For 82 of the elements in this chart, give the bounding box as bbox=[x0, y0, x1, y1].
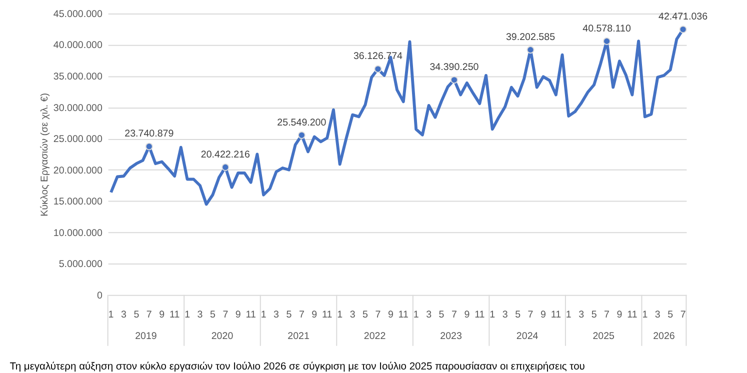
x-tick-label: 3 bbox=[350, 309, 356, 320]
x-tick-label: 3 bbox=[502, 309, 508, 320]
data-label: 40.578.110 bbox=[582, 23, 632, 34]
x-tick-label: 7 bbox=[604, 309, 610, 320]
x-tick-label: 7 bbox=[375, 309, 381, 320]
y-axis-title: Κύκλος Εργασιών (σε χιλ. €) bbox=[39, 93, 50, 216]
x-tick-label: 1 bbox=[642, 309, 648, 320]
x-tick-label: 11 bbox=[322, 309, 332, 320]
x-tick-label: 5 bbox=[438, 309, 445, 320]
x-tick-label: 1 bbox=[337, 309, 343, 320]
x-tick-label: 3 bbox=[578, 309, 585, 320]
x-tick-label: 5 bbox=[210, 309, 216, 320]
x-tick-label: 5 bbox=[134, 309, 140, 320]
x-tick-label: 3 bbox=[654, 309, 661, 320]
x-tick-label: 5 bbox=[286, 309, 292, 320]
text: Τη μεγαλύτερη αύξηση στον κύκλο εργασιών τον Ιούλιο 2026 σε σύγκριση με τον Ιούλιο 2025 παρουσίασαν οι επιχειρήσεις του bbox=[10, 361, 586, 372]
x-tick-label: 1 bbox=[490, 309, 496, 320]
x-tick-label: 11 bbox=[398, 309, 408, 320]
data-label: 39.202.585 bbox=[506, 32, 556, 43]
x-tick-label: 9 bbox=[464, 309, 470, 320]
x-tick-label: 5 bbox=[515, 309, 522, 320]
x-tick-label: 1 bbox=[184, 309, 190, 320]
x-tick-label: 3 bbox=[197, 309, 204, 320]
x-tick-label: 7 bbox=[528, 309, 534, 320]
point bbox=[222, 163, 230, 171]
x-tick-label: 7 bbox=[452, 309, 457, 320]
text: 2024 bbox=[516, 331, 539, 342]
y-tick-label: 25.000.000 bbox=[53, 134, 103, 146]
x-tick-label: 1 bbox=[413, 309, 419, 320]
x-tick-label: 1 bbox=[260, 309, 266, 320]
y-tick-label: 15.000.000 bbox=[53, 196, 103, 208]
x-tick-label: 3 bbox=[274, 309, 280, 320]
text: 2020 bbox=[211, 331, 234, 342]
x-tick-label: 1 bbox=[108, 309, 114, 320]
x-tick-label: 11 bbox=[627, 309, 638, 320]
point bbox=[450, 76, 458, 84]
x-tick-label: 9 bbox=[312, 309, 318, 320]
data-label: 36.126.774 bbox=[353, 51, 404, 62]
text: 2021 bbox=[288, 331, 310, 342]
x-tick-label: 11 bbox=[550, 309, 562, 320]
x-tick-label: 9 bbox=[616, 309, 622, 320]
point bbox=[374, 65, 382, 73]
data-label: 42.471.036 bbox=[658, 12, 708, 23]
x-tick-label: 9 bbox=[388, 309, 394, 320]
point bbox=[679, 26, 687, 34]
y-tick-label: 20.000.000 bbox=[53, 165, 103, 176]
point bbox=[145, 142, 153, 150]
point bbox=[526, 46, 534, 54]
y-tick-label: 45.000.000 bbox=[53, 8, 103, 20]
x-tick-label: 9 bbox=[159, 309, 165, 320]
x-tick-label: 3 bbox=[426, 309, 432, 320]
x-tick-label: 7 bbox=[222, 309, 228, 320]
text: 2019 bbox=[135, 331, 157, 342]
text: 2022 bbox=[364, 331, 386, 342]
y-tick-label: 0 bbox=[96, 290, 103, 302]
data-label: 23.740.879 bbox=[124, 128, 174, 140]
x-tick-label: 7 bbox=[298, 309, 304, 320]
point bbox=[298, 131, 306, 139]
x-tick-label: 11 bbox=[246, 309, 256, 320]
x-tick-label: 5 bbox=[668, 309, 674, 320]
text: 2025 bbox=[592, 331, 616, 342]
x-tick-label: 9 bbox=[235, 309, 241, 320]
y-tick-label: 40.000.000 bbox=[53, 40, 103, 52]
y-tick-label: 30.000.000 bbox=[53, 102, 103, 114]
data-label: 34.390.250 bbox=[430, 62, 480, 74]
x-tick-label: 7 bbox=[146, 309, 152, 320]
x-tick-label: 9 bbox=[540, 309, 546, 320]
y-tick-label: 35.000.000 bbox=[53, 72, 103, 83]
text: 2026 bbox=[653, 331, 676, 342]
data-label: 25.549.200 bbox=[277, 117, 327, 128]
x-tick-label: 11 bbox=[169, 309, 180, 320]
x-tick-label: 5 bbox=[591, 309, 598, 320]
point bbox=[602, 37, 611, 45]
x-tick-label: 3 bbox=[121, 309, 127, 320]
x-tick-label: 7 bbox=[680, 309, 686, 320]
x-tick-label: 1 bbox=[566, 309, 572, 320]
text: 2023 bbox=[440, 331, 462, 342]
y-tick-label: 10.000.000 bbox=[53, 228, 103, 239]
x-tick-label: 5 bbox=[362, 309, 369, 320]
x-tick-label: 11 bbox=[474, 309, 485, 320]
y-tick-label: 5.000.000 bbox=[58, 259, 103, 270]
data-label: 20.422.216 bbox=[200, 149, 250, 160]
